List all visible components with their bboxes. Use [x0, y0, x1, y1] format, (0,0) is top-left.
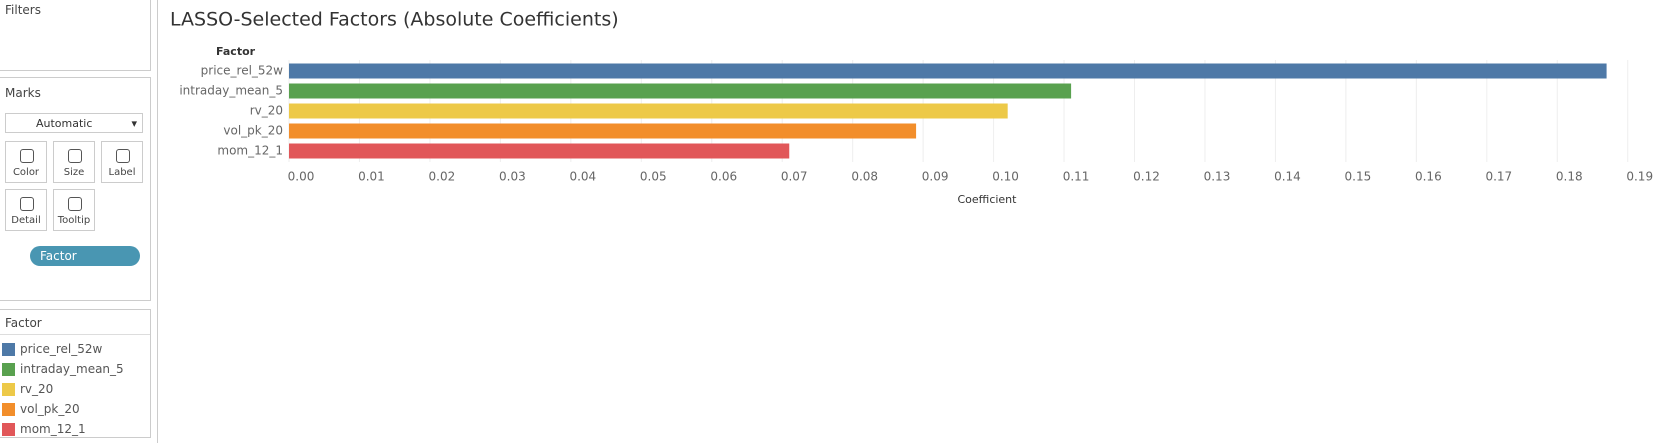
x-tick-label: 0.02 — [429, 170, 456, 184]
button-icon — [68, 197, 82, 211]
legend-title: Factor — [5, 316, 42, 330]
x-tick-label: 0.06 — [710, 170, 737, 184]
legend-swatch — [2, 383, 15, 396]
x-axis-title: Coefficient — [958, 193, 1018, 206]
legend-swatch — [2, 423, 15, 436]
x-tick-label: 0.10 — [992, 170, 1019, 184]
filters-panel: Filters — [0, 0, 151, 71]
mark-button[interactable]: Color — [5, 141, 47, 183]
x-tick-label: 0.00 — [288, 170, 315, 184]
divider — [157, 0, 158, 443]
marks-title: Marks — [5, 86, 41, 100]
filters-title: Filters — [5, 3, 41, 17]
legend-divider — [0, 334, 150, 335]
mark-button[interactable]: Detail — [5, 189, 47, 231]
y-tick-label: mom_12_1 — [217, 144, 283, 158]
x-tick-label: 0.08 — [851, 170, 878, 184]
mark-type: Automatic — [36, 117, 93, 130]
bar — [289, 143, 790, 159]
x-tick-label: 0.16 — [1415, 170, 1442, 184]
x-tick-label: 0.19 — [1626, 170, 1653, 184]
button-icon — [116, 149, 130, 163]
x-tick-label: 0.04 — [569, 170, 596, 184]
button-label: Tooltip — [57, 215, 91, 226]
x-tick-label: 0.07 — [781, 170, 808, 184]
x-tick-label: 0.12 — [1133, 170, 1160, 184]
y-tick-label: rv_20 — [250, 104, 283, 118]
y-axis-title: Factor — [216, 45, 256, 58]
button-label: Detail — [11, 215, 41, 226]
legend-label: mom_12_1 — [20, 422, 86, 436]
bar — [289, 103, 1008, 119]
mark-button[interactable]: Size — [53, 141, 95, 183]
legend-label: vol_pk_20 — [20, 402, 80, 416]
x-tick-label: 0.14 — [1274, 170, 1301, 184]
legend-swatch — [2, 363, 15, 376]
button-label: Size — [63, 167, 85, 178]
y-tick-label: price_rel_52w — [201, 64, 284, 78]
x-tick-label: 0.13 — [1204, 170, 1231, 184]
legend-swatch — [2, 403, 15, 416]
mark-type-dropdown[interactable]: Automatic ▾ — [5, 113, 143, 133]
mark-button[interactable]: Tooltip — [53, 189, 95, 231]
x-tick-label: 0.18 — [1556, 170, 1583, 184]
bar — [289, 123, 917, 139]
x-tick-label: 0.01 — [358, 170, 385, 184]
bar — [289, 83, 1072, 99]
legend-label: price_rel_52w — [20, 342, 103, 356]
y-tick-label: intraday_mean_5 — [179, 84, 283, 98]
chart-title: LASSO-Selected Factors (Absolute Coeffic… — [170, 9, 619, 31]
legend-label: intraday_mean_5 — [20, 362, 124, 376]
button-label: Color — [12, 167, 40, 178]
bar — [289, 63, 1607, 79]
x-tick-label: 0.11 — [1063, 170, 1090, 184]
x-tick-label: 0.15 — [1345, 170, 1372, 184]
button-icon — [68, 149, 82, 163]
x-tick-label: 0.05 — [640, 170, 667, 184]
mark-button[interactable]: Label — [101, 141, 143, 183]
y-tick-label: vol_pk_20 — [223, 124, 283, 138]
dropdown-arrow: ▾ — [131, 117, 137, 130]
button-icon — [20, 197, 34, 211]
x-tick-label: 0.03 — [499, 170, 526, 184]
factor-pill[interactable]: Factor — [30, 246, 140, 266]
marks-panel: Marks Automatic ▾ Color Size Label Detail Too… — [0, 77, 151, 301]
x-tick-label: 0.17 — [1485, 170, 1512, 184]
legend-label: rv_20 — [20, 382, 54, 396]
button-icon — [20, 149, 34, 163]
legend-panel: Factor price_rel_52w intraday_mean_5 rv_20… — [0, 309, 151, 438]
button-label: Label — [108, 167, 136, 178]
legend-swatch — [2, 343, 15, 356]
x-tick-label: 0.09 — [922, 170, 949, 184]
